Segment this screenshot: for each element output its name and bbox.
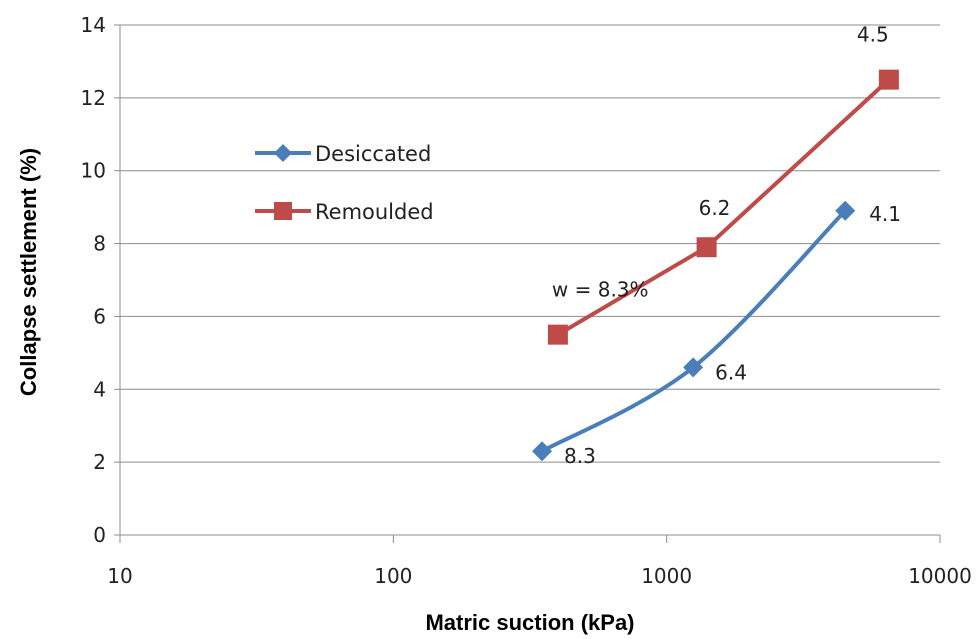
y-tick-label: 6: [93, 304, 106, 328]
y-tick-label: 10: [81, 159, 106, 183]
y-tick-label: 2: [93, 450, 106, 474]
y-tick-label: 0: [93, 523, 106, 547]
series-line-desiccated: [541, 209, 847, 453]
y-tick-label: 12: [81, 86, 106, 110]
x-tick-label: 100: [374, 564, 412, 588]
data-point-diamond: [683, 357, 704, 378]
y-axis-title: Collapse settlement (%): [16, 148, 41, 396]
data-point-square: [878, 69, 899, 90]
series-group: [532, 69, 899, 462]
data-label: 4.5: [857, 23, 889, 47]
data-label: 6.2: [699, 196, 731, 220]
legend-label-desiccated: Desiccated: [315, 142, 431, 166]
x-tick-label: 10: [107, 564, 132, 588]
axes: [114, 24, 941, 543]
data-point-diamond: [835, 200, 856, 221]
x-tick-label: 1000: [641, 564, 692, 588]
x-tick-labels: 10 100 1000 10000: [107, 564, 972, 588]
y-tick-label: 8: [93, 232, 106, 256]
data-point-diamond: [532, 441, 553, 462]
legend: Desiccated Remoulded: [255, 142, 434, 224]
y-tick-label: 4: [93, 377, 106, 401]
y-tick-labels: 0 2 4 6 8 10 12 14: [81, 13, 106, 547]
data-label: w = 8.3%: [552, 278, 649, 302]
data-labels: 8.3 6.4 4.1 w = 8.3% 6.2 4.5: [552, 23, 901, 469]
y-tick-label: 14: [81, 13, 106, 37]
data-point-square: [547, 324, 568, 345]
data-label: 6.4: [715, 360, 747, 384]
legend-label-remoulded: Remoulded: [315, 200, 434, 224]
data-label: 8.3: [564, 444, 596, 468]
data-label: 4.1: [869, 202, 901, 226]
data-point-square: [696, 237, 717, 258]
x-axis-title: Matric suction (kPa): [425, 610, 634, 635]
x-tick-label: 10000: [908, 564, 972, 588]
legend-marker-square: [274, 202, 292, 220]
gridlines: [120, 24, 940, 463]
legend-marker-diamond: [274, 144, 292, 162]
